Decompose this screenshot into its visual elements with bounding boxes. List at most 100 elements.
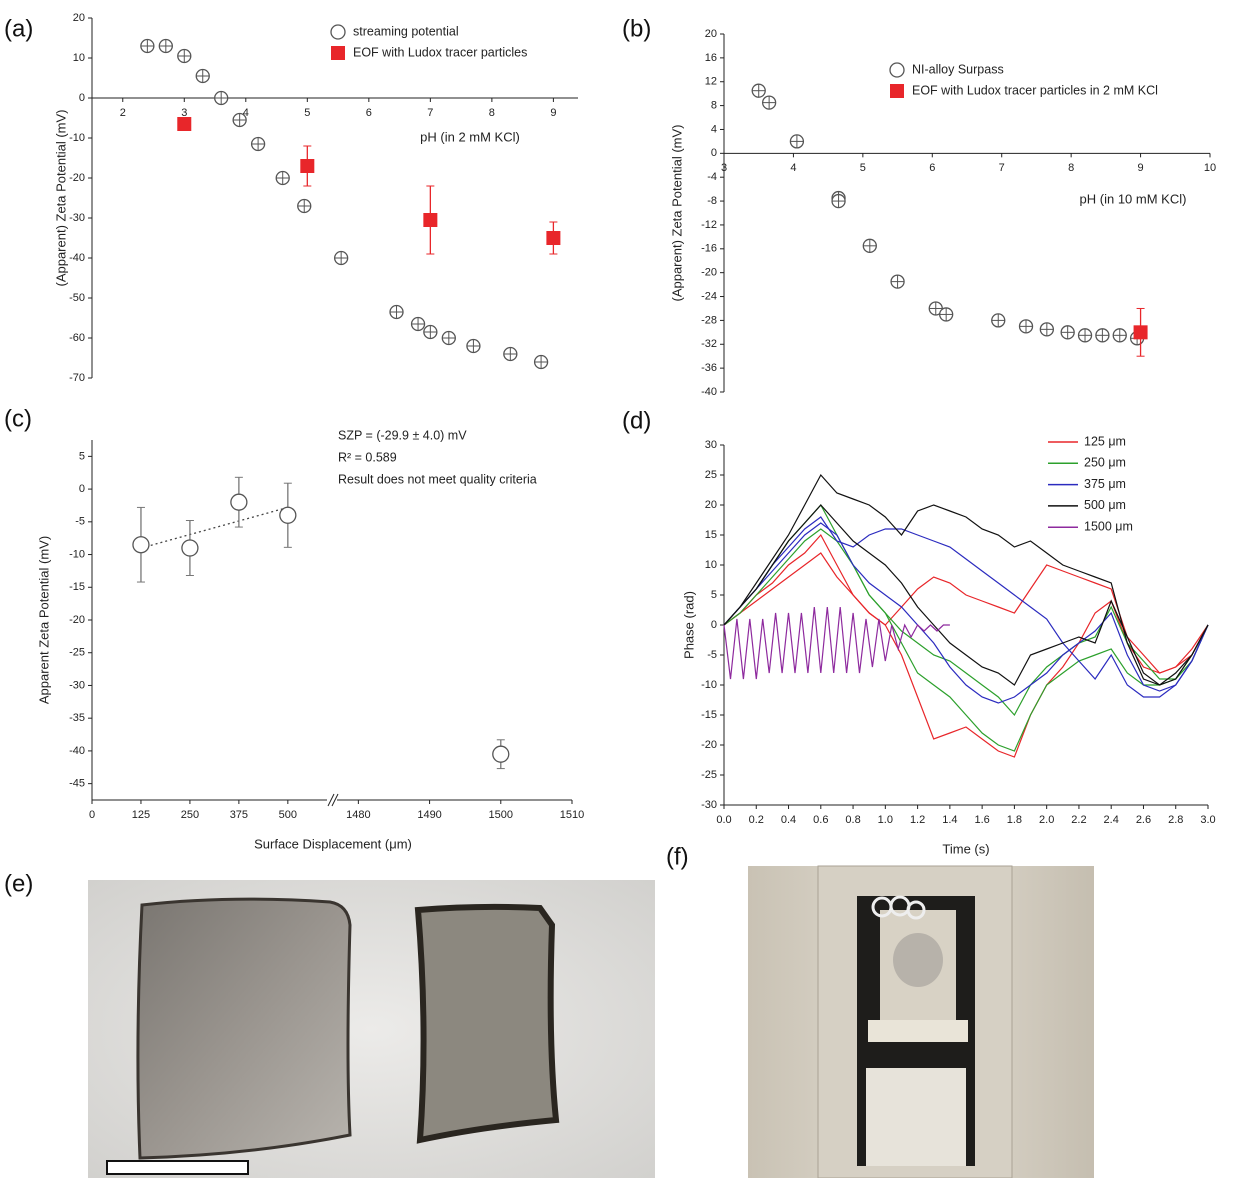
x-tick-label: 2.8 [1168,814,1183,826]
marker [1133,325,1148,340]
x-tick-label: 2.0 [1039,814,1054,826]
x-tick-label: 4 [790,162,796,174]
x-tick-label: 0.2 [749,814,764,826]
legend-label: NI-alloy Surpass [912,62,1004,76]
x-axis-label: Surface Displacement (μm) [254,836,412,851]
x-tick-label: 3 [181,107,187,119]
x-tick-label: 1500 [489,809,513,821]
y-tick-label: -45 [69,778,85,790]
marker [300,159,315,173]
x-tick-label: 0.8 [845,814,860,826]
y-tick-label: -20 [701,267,717,279]
y-tick-label: -60 [69,332,85,344]
legend-label: EOF with Ludox tracer particles in 2 mM … [912,83,1158,97]
x-tick-label: 3 [721,162,727,174]
x-tick-label: 0 [89,809,95,821]
y-tick-label: 4 [711,123,717,135]
y-tick-label: -5 [707,649,717,661]
line [723,522,1209,704]
x-tick-label: 1510 [560,809,584,821]
legend-label: 1500 μm [1084,519,1133,533]
x-tick-label: 1.8 [1007,814,1022,826]
marker [492,745,510,763]
y-tick-label: 25 [705,469,717,481]
x-tick-label: 125 [132,809,150,821]
x-tick-label: 7 [999,162,1005,174]
y-tick-label: -5 [75,516,85,528]
y-tick-label: -28 [701,314,717,326]
y-tick-label: -36 [701,362,717,374]
panel-label: (a) [4,15,33,42]
line [723,503,1209,752]
line [723,528,1209,717]
x-tick-label: 1.2 [910,814,925,826]
y-tick-label: 10 [73,52,85,64]
axis-break [331,793,339,807]
legend-label: EOF with Ludox tracer particles [353,45,527,59]
x-tick-label: 6 [366,107,372,119]
x-tick-label: 2.4 [1104,814,1119,826]
x-tick-label: 7 [427,107,433,119]
y-tick-label: -70 [69,372,85,384]
marker [230,493,248,511]
annotation: R² = 0.589 [338,450,397,464]
marker [546,231,561,245]
y-tick-label: -40 [69,745,85,757]
y-tick-label: -15 [69,581,85,593]
x-tick-label: 0.0 [716,814,731,826]
marker [423,213,438,227]
legend-marker [330,24,346,40]
y-tick-label: -20 [69,614,85,626]
x-tick-label: 5 [860,162,866,174]
legend-label: 500 μm [1084,498,1126,512]
y-tick-label: -30 [69,212,85,224]
x-tick-label: 250 [181,809,199,821]
panel-label: (c) [4,405,32,432]
y-tick-label: -24 [701,290,717,302]
y-tick-label: -10 [69,132,85,144]
x-tick-label: 3.0 [1200,814,1215,826]
x-tick-label: 0.4 [781,814,796,826]
legend-label: 375 μm [1084,477,1126,491]
y-tick-label: -35 [69,712,85,724]
x-tick-label: 1480 [346,809,370,821]
y-tick-label: -8 [707,195,717,207]
y-tick-label: 10 [705,559,717,571]
y-axis-label: (Apparent) Zeta Potential (mV) [53,109,68,286]
x-tick-label: 1.4 [942,814,957,826]
y-tick-label: 0 [711,619,717,631]
legend-label: 125 μm [1084,434,1126,448]
x-tick-label: 375 [230,809,248,821]
y-tick-label: 0 [711,147,717,159]
x-tick-label: 2.2 [1071,814,1086,826]
y-axis-label: Phase (rad) [681,591,696,659]
line [723,606,950,680]
y-tick-label: -50 [69,292,85,304]
y-tick-label: -30 [69,679,85,691]
y-tick-label: 5 [711,589,717,601]
photo-e [88,880,655,1178]
legend-marker [890,84,904,98]
y-tick-label: -30 [701,799,717,811]
y-tick-label: 20 [705,499,717,511]
y-tick-label: 8 [711,100,717,112]
x-tick-label: 1.0 [878,814,893,826]
panel-label: (d) [622,407,651,434]
marker [132,536,150,554]
y-tick-label: -25 [701,769,717,781]
line [723,504,1209,686]
x-tick-label: 4 [243,107,249,119]
fit-line [150,506,289,547]
marker [181,539,199,557]
y-axis-label: Apparent Zeta Potential (mV) [36,536,51,704]
x-tick-label: 8 [489,107,495,119]
x-tick-label: 2.6 [1136,814,1151,826]
panel-label: (b) [622,15,651,42]
x-tick-label: 9 [1138,162,1144,174]
y-tick-label: -12 [701,219,717,231]
line [723,516,1209,698]
x-axis-label: pH (in 10 mM KCl) [1080,191,1187,206]
y-tick-label: 20 [705,28,717,40]
x-tick-label: 9 [550,107,556,119]
